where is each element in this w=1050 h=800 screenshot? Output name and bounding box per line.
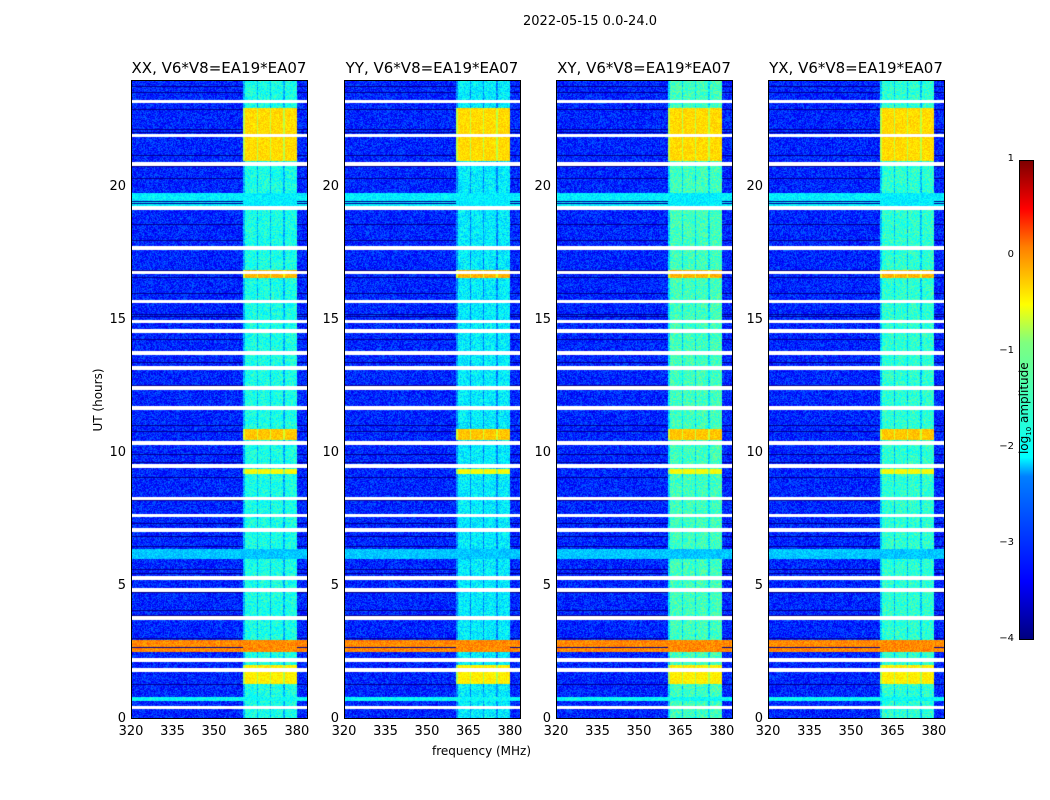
y-tick-label: 15 [746, 311, 763, 327]
figure-title: 2022-05-15 0.0-24.0 [523, 14, 657, 29]
y-tick-label: 20 [746, 178, 763, 194]
y-tick-label: 0 [117, 711, 126, 726]
panel-title: YY, V6*V8=EA19*EA07 [345, 59, 519, 77]
y-tick-label: 10 [322, 444, 339, 460]
x-tick-label: 365 [668, 724, 693, 739]
colorbar [1019, 160, 1034, 640]
x-tick-label: 335 [160, 724, 185, 739]
y-tick-label: 15 [322, 311, 339, 327]
y-tick-label: 5 [754, 577, 763, 593]
x-tick-label: 350 [201, 724, 227, 739]
y-tick-label: 15 [109, 311, 126, 327]
y-tick-label: 5 [117, 577, 126, 593]
y-tick-label: 5 [542, 577, 551, 593]
x-axis-label: frequency (MHz) [432, 744, 532, 758]
heatmap-image [557, 81, 732, 718]
x-tick-label: 380 [284, 724, 310, 739]
x-tick-label: 335 [585, 724, 610, 739]
x-tick-label: 365 [880, 724, 905, 739]
panel-title: YX, V6*V8=EA19*EA07 [769, 59, 943, 77]
x-tick-label: 320 [755, 724, 781, 739]
colorbar-tick-label: −2 [999, 441, 1014, 452]
heatmap-image [345, 81, 520, 718]
y-tick-label: 20 [322, 178, 339, 194]
x-tick-label: 350 [838, 724, 864, 739]
x-tick-label: 335 [797, 724, 822, 739]
y-tick-label: 5 [330, 577, 339, 593]
x-tick-label: 320 [543, 724, 569, 739]
x-tick-label: 380 [497, 724, 523, 739]
panel-title: XY, V6*V8=EA19*EA07 [557, 59, 731, 77]
y-tick-label: 20 [109, 178, 126, 194]
x-tick-label: 350 [626, 724, 652, 739]
x-tick-label: 320 [331, 724, 357, 739]
x-tick-label: 350 [414, 724, 440, 739]
colorbar-tick-label: −3 [999, 537, 1014, 548]
colorbar-tick-label: −1 [999, 345, 1014, 356]
y-tick-label: 10 [109, 444, 126, 460]
colorbar-label: log10 amplitude [1016, 362, 1034, 455]
y-axis-label: UT (hours) [91, 368, 105, 432]
y-tick-label: 10 [534, 444, 551, 460]
colorbar-tick-label: 1 [1007, 153, 1014, 164]
y-tick-label: 0 [330, 711, 339, 726]
x-tick-label: 380 [921, 724, 947, 739]
y-tick-label: 10 [746, 444, 763, 460]
y-tick-label: 0 [542, 711, 551, 726]
x-tick-label: 365 [243, 724, 268, 739]
y-tick-label: 0 [754, 711, 763, 726]
waterfall-panel [768, 80, 945, 719]
waterfall-panel [556, 80, 733, 719]
y-tick-label: 20 [534, 178, 551, 194]
y-tick-label: 15 [534, 311, 551, 327]
x-tick-label: 320 [118, 724, 144, 739]
heatmap-image [132, 81, 307, 718]
colorbar-tick-label: 0 [1007, 249, 1014, 260]
waterfall-panel [344, 80, 521, 719]
heatmap-image [769, 81, 944, 718]
colorbar-tick-label: −4 [999, 633, 1014, 644]
x-tick-label: 365 [456, 724, 481, 739]
x-tick-label: 380 [709, 724, 735, 739]
panel-title: XX, V6*V8=EA19*EA07 [131, 59, 307, 77]
waterfall-panel [131, 80, 308, 719]
x-tick-label: 335 [373, 724, 398, 739]
